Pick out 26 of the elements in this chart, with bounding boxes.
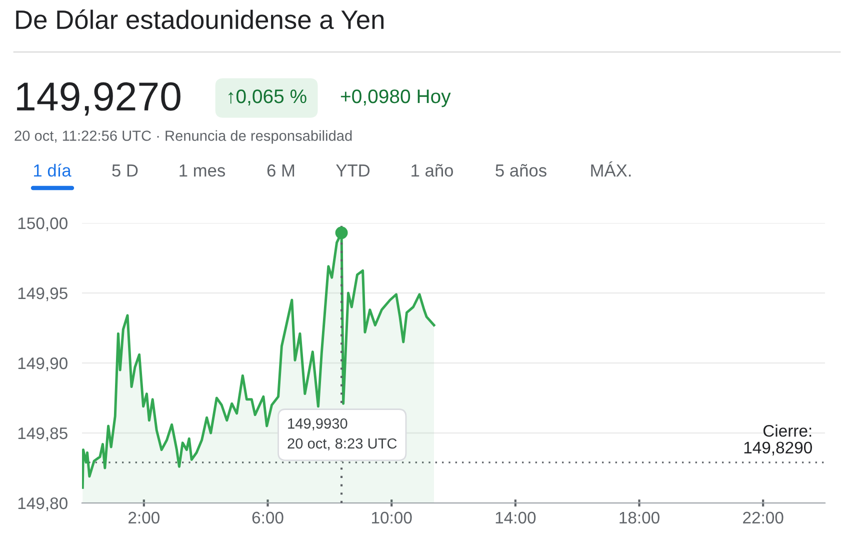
y-tick-label: 149,90 — [18, 357, 68, 372]
x-tick-label: 22:00 — [743, 512, 784, 524]
annotation: 149,9930 20 oct, 8:23 UTC — [288, 418, 397, 450]
y-tick-label: 149,95 — [18, 287, 68, 302]
x-tick-label: 6:00 — [252, 512, 284, 524]
text: YTD — [336, 164, 370, 176]
text: 1 mes — [180, 164, 226, 177]
y-tick-label: 149,80 — [18, 497, 68, 512]
text: 1 día — [34, 164, 72, 177]
x-tick-label: 2:00 — [128, 512, 160, 524]
text: 5 años — [496, 164, 546, 177]
text: 1 año — [412, 164, 453, 177]
y-tick-label: 150,00 — [18, 217, 68, 232]
x-tick-label: 10:00 — [372, 512, 412, 524]
x-tick-label: 18:00 — [620, 512, 660, 524]
chart-title: De Dólar estadounidense a Yen — [16, 9, 384, 30]
text: MÁX. — [591, 161, 631, 176]
text: 5 D — [112, 164, 138, 177]
y-tick-label: 149,85 — [18, 427, 68, 442]
text: +0,0980 Hoy — [340, 89, 451, 108]
x-tick-label: 14:00 — [496, 512, 536, 524]
text: 149,9270 — [17, 82, 180, 116]
text: ↑0,065 % — [228, 89, 306, 106]
ref-line-label: Cierre: 149,8290 — [744, 424, 812, 456]
text: 20 oct, 11:22:56 UTC · Renuncia de responsabilidad — [14, 130, 352, 144]
text: 6 M — [267, 164, 294, 177]
